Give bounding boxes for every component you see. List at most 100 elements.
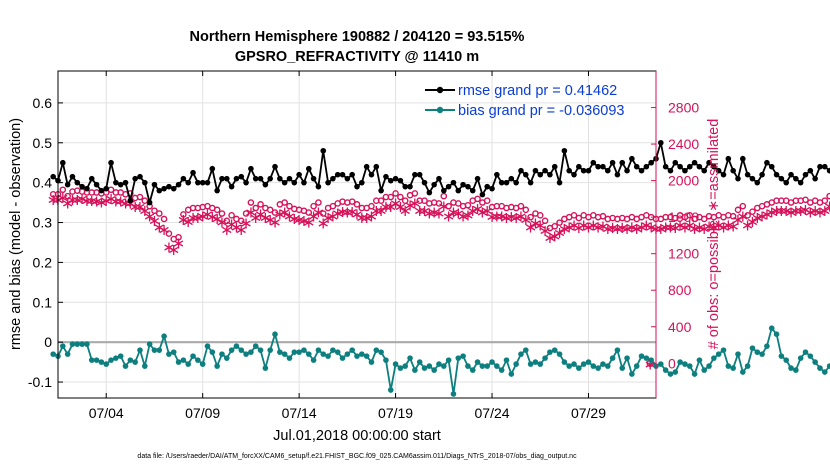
rmse-point <box>219 175 225 182</box>
bias-point <box>146 341 153 347</box>
bias-point <box>740 369 746 375</box>
obs-assimilated-point: ∗ <box>153 217 166 236</box>
rmse-point <box>793 175 799 182</box>
obs-assimilated-point: ∗ <box>138 201 151 220</box>
bias-point <box>180 357 187 363</box>
bias-point <box>619 365 626 371</box>
obs-assimilated-point: ∗ <box>360 208 373 227</box>
obs-possible-point <box>570 212 578 219</box>
obs-assimilated-point: ∗ <box>254 204 267 223</box>
bias-point <box>272 331 278 337</box>
rmse-point <box>474 175 481 182</box>
rmse-point <box>84 185 90 192</box>
bias-point <box>701 367 708 373</box>
rmse-point <box>349 171 355 178</box>
rmse-point <box>551 163 558 170</box>
obs-assimilated-point: ∗ <box>789 201 802 220</box>
obs-assimilated-point: ∗ <box>370 201 383 220</box>
obs-assimilated-point: ∗ <box>770 201 783 220</box>
obs-possible-point <box>744 212 751 219</box>
obs-assimilated-point: ∗ <box>654 219 667 238</box>
bias-point <box>325 353 331 359</box>
bias-point <box>547 349 553 355</box>
obs-assimilated-point: ∗ <box>312 203 325 222</box>
obs-possible-point <box>541 217 549 225</box>
chart-title-line2: GPSRO_REFRACTIVITY @ 11410 m <box>235 49 479 65</box>
obs-assimilated-point: ∗ <box>620 219 633 238</box>
obs-assimilated-point: ∗ <box>162 237 175 256</box>
obs-possible-point <box>401 197 409 205</box>
obs-assimilated-point: ∗ <box>760 204 773 223</box>
obs-assimilated-point: ∗ <box>751 208 764 227</box>
rmse-point <box>522 171 529 178</box>
rmse-point <box>744 171 751 178</box>
rmse-point <box>301 179 307 186</box>
rmse-point <box>103 185 110 192</box>
obs-possible-point <box>252 204 260 212</box>
bias-point <box>60 343 66 349</box>
bias-point <box>638 353 645 359</box>
bias-point <box>773 331 780 337</box>
obs-assimilated-point: ∗ <box>341 203 354 222</box>
obs-assimilated-point: ∗ <box>394 197 407 216</box>
obs-possible-point <box>329 202 337 210</box>
rmse-point <box>383 173 389 180</box>
obs-possible-point <box>700 215 708 223</box>
bias-point <box>580 361 587 367</box>
rmse-point <box>310 175 317 182</box>
obs-assimilated-point: ∗ <box>736 206 749 225</box>
obs-assimilated-point: ∗ <box>374 201 387 220</box>
rmse-point <box>643 163 650 170</box>
obs-assimilated-point: ∗ <box>606 218 619 237</box>
obs-possible-point <box>141 197 149 205</box>
obs-assimilated-point: ∗ <box>509 208 522 227</box>
rmse-point <box>682 167 688 174</box>
y-left-tick-label: -0.1 <box>28 374 52 390</box>
bias-point <box>122 363 129 369</box>
obs-possible-point <box>671 214 679 222</box>
obs-possible-point <box>223 217 231 225</box>
obs-assimilated-point: ∗ <box>500 208 513 227</box>
bias-point <box>359 351 365 357</box>
obs-assimilated-point: ∗ <box>133 197 146 216</box>
obs-assimilated-point: ∗ <box>476 203 489 222</box>
obs-assimilated-point: ∗ <box>818 201 830 220</box>
rmse-point <box>122 179 129 186</box>
bias-point <box>807 353 814 359</box>
bias-point <box>421 365 428 371</box>
obs-assimilated-point: ∗ <box>230 217 243 236</box>
obs-assimilated-point: ∗ <box>104 189 117 208</box>
obs-assimilated-point: ∗ <box>167 240 180 259</box>
bias-point <box>576 365 582 371</box>
rmse-point <box>344 175 351 182</box>
obs-assimilated-point: ∗ <box>683 215 696 234</box>
bias-point <box>175 359 182 365</box>
bias-point <box>744 363 751 369</box>
rmse-point <box>277 175 283 182</box>
bias-point <box>368 359 375 365</box>
bias-point <box>469 367 476 373</box>
rmse-point <box>416 171 423 178</box>
bias-point <box>436 361 442 367</box>
obs-possible-point <box>556 219 563 226</box>
bias-point <box>643 355 650 361</box>
obs-possible-point <box>218 210 226 217</box>
rmse-point <box>672 159 679 166</box>
bias-point <box>161 333 167 339</box>
rmse-point <box>764 159 770 166</box>
obs-assimilated-point: ∗ <box>717 217 730 236</box>
y-right-tick-label: 2400 <box>668 136 699 152</box>
bias-point <box>778 353 785 359</box>
obs-assimilated-point: ∗ <box>693 217 706 236</box>
obs-assimilated-point: ∗ <box>640 215 653 234</box>
obs-possible-point <box>527 213 534 221</box>
rmse-point <box>513 179 519 186</box>
obs-assimilated-point: ∗ <box>80 191 93 210</box>
bias-point <box>301 347 307 353</box>
bias-point <box>103 361 110 367</box>
obs-assimilated-point: ∗ <box>601 219 614 238</box>
y-right-tick-label: 1200 <box>668 246 699 262</box>
obs-assimilated-point: ∗ <box>427 203 440 222</box>
bias-point <box>662 367 669 373</box>
rmse-point <box>759 171 765 178</box>
